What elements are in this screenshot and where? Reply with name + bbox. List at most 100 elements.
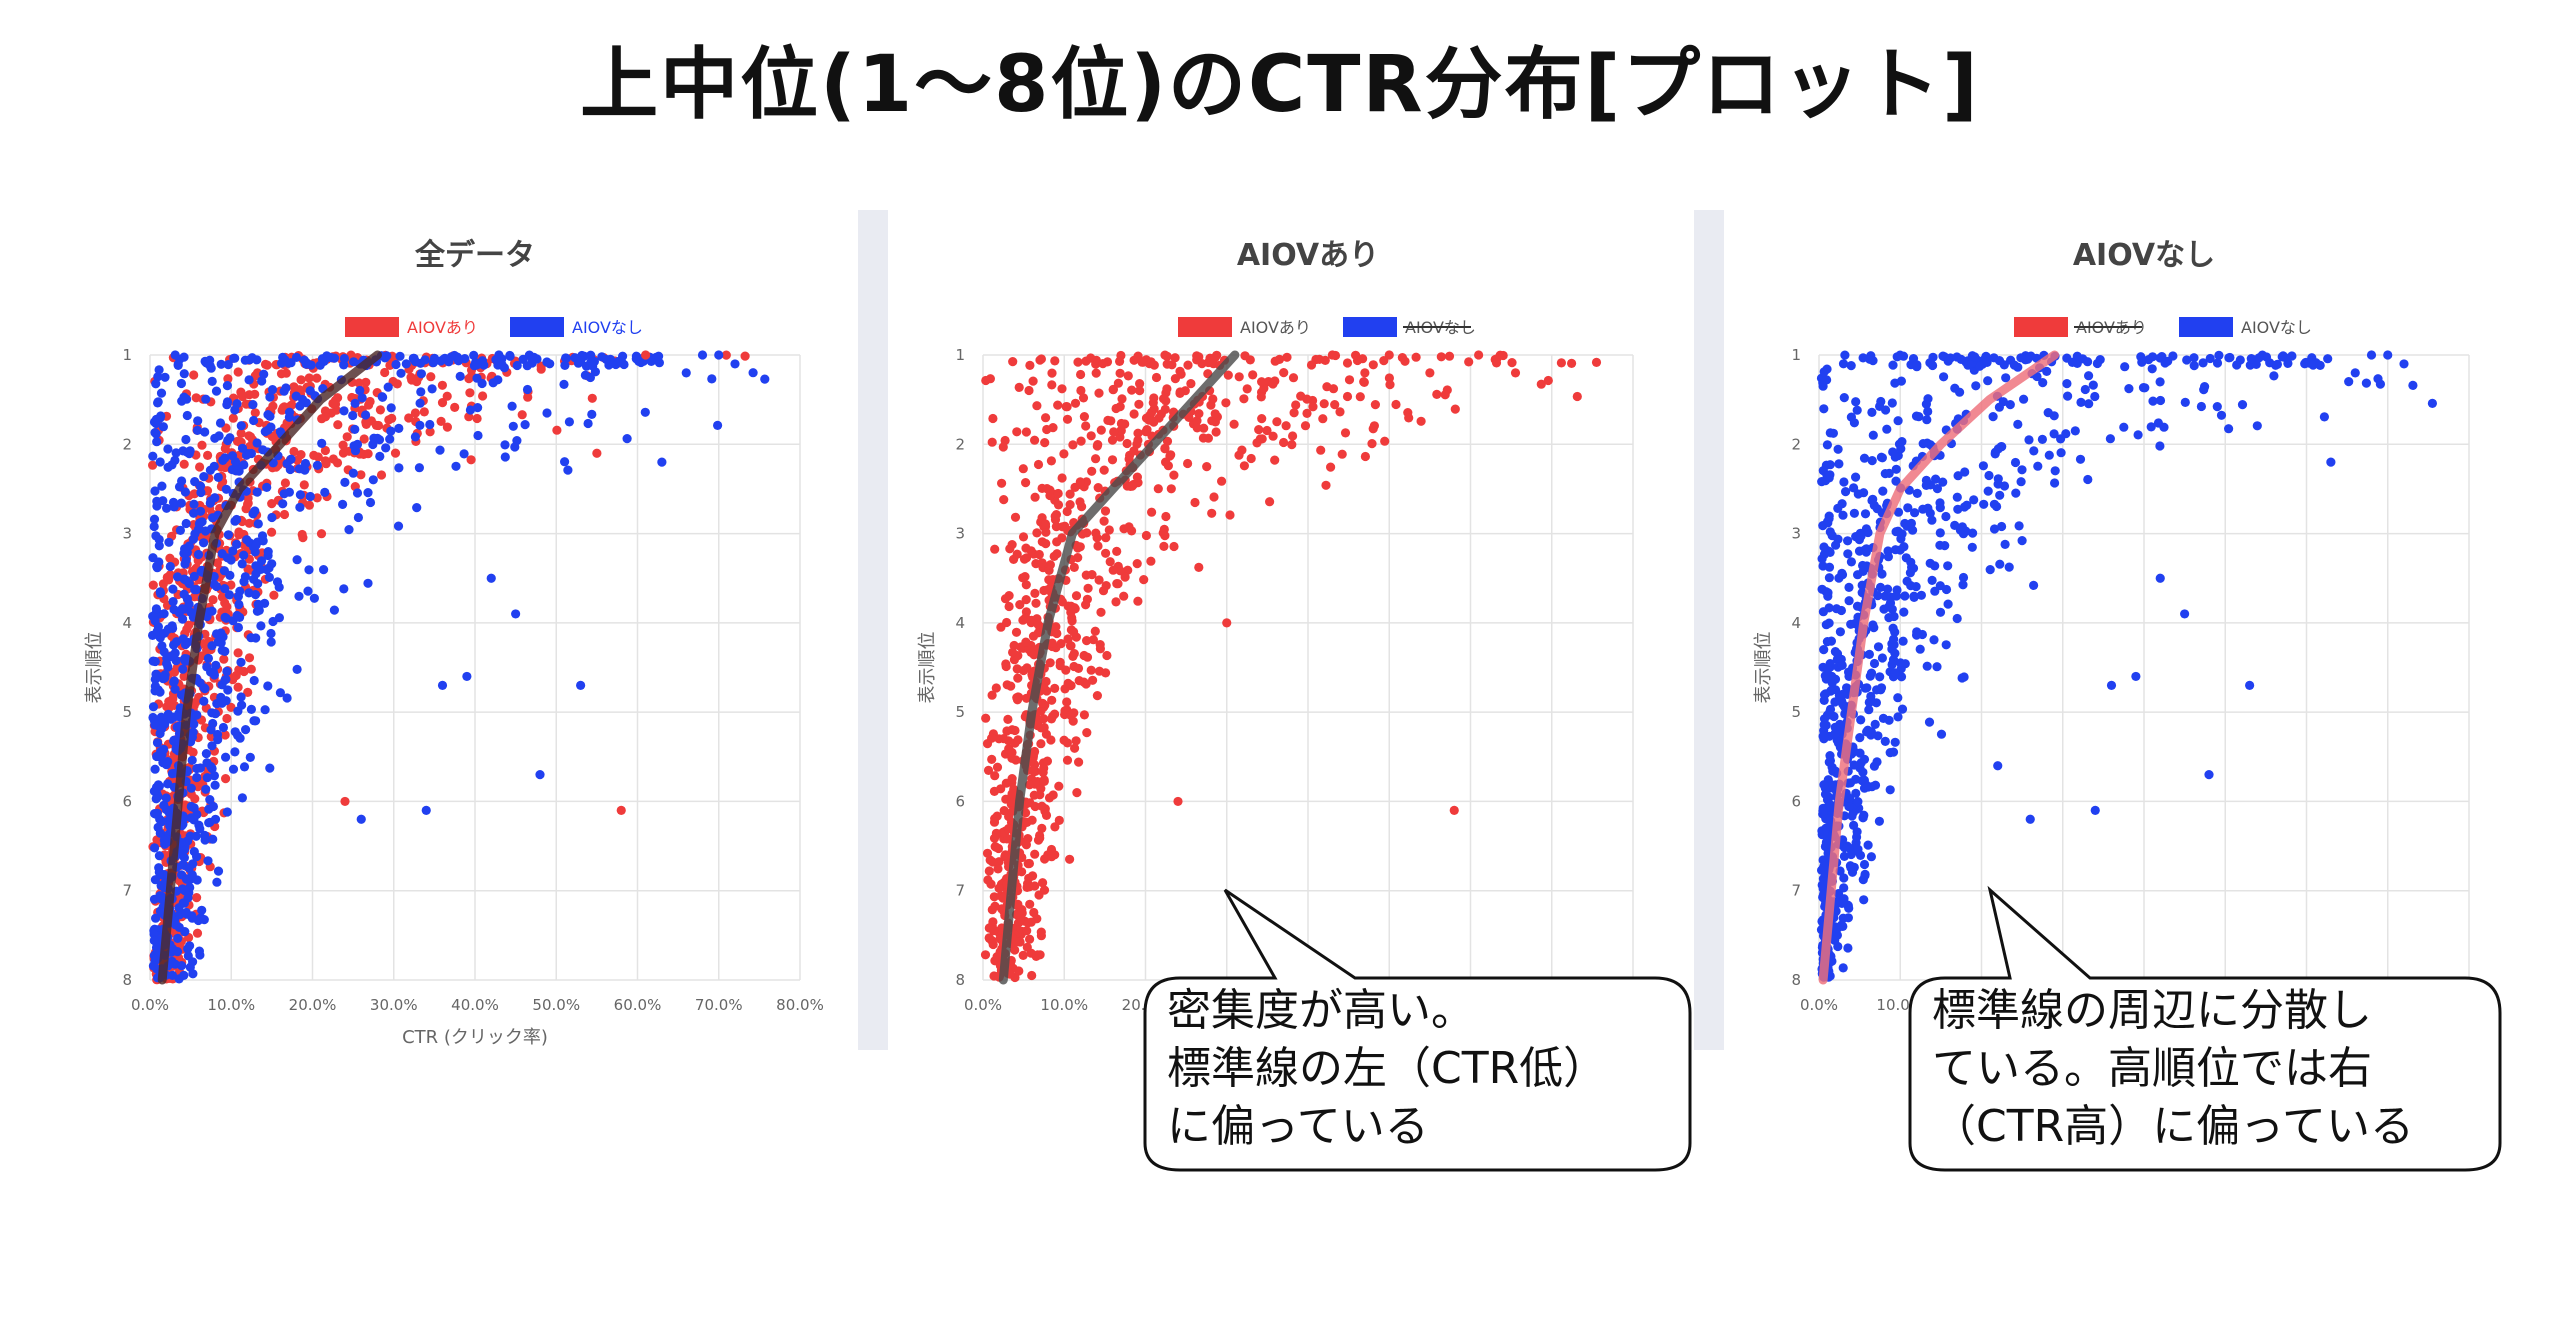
data-point (353, 512, 363, 523)
data-point (1846, 849, 1856, 860)
data-point (1846, 412, 1856, 422)
data-point (1908, 563, 1919, 573)
data-point (2088, 380, 2098, 390)
data-point (1001, 778, 1011, 788)
data-point (1887, 604, 1897, 614)
data-point (1989, 524, 2000, 534)
data-point (1869, 658, 1880, 669)
data-point (1925, 558, 1935, 568)
data-point (383, 382, 393, 392)
chart-title: 全データ (414, 238, 535, 273)
data-point (1041, 539, 1051, 549)
data-point (272, 577, 283, 587)
data-point (427, 384, 437, 394)
data-point (1183, 360, 1193, 370)
data-point (1076, 369, 1086, 380)
data-point (1819, 542, 1829, 552)
data-point (232, 514, 242, 525)
data-point (1115, 566, 1125, 576)
data-point (990, 544, 1000, 554)
data-point (1065, 500, 1075, 510)
data-point (1123, 565, 1133, 575)
data-point (222, 713, 232, 724)
data-point (1818, 806, 1828, 816)
data-point (1108, 565, 1118, 575)
data-point (1025, 899, 1035, 909)
data-point (1242, 384, 1252, 394)
data-point (2308, 360, 2318, 370)
data-point (412, 377, 422, 387)
data-point (1132, 472, 1142, 482)
data-point (1209, 492, 1219, 502)
data-point (1030, 435, 1040, 445)
data-point (2001, 373, 2011, 383)
data-point (1888, 447, 1898, 457)
data-point (2144, 355, 2154, 365)
data-point (195, 950, 205, 960)
data-point (1133, 596, 1143, 606)
data-point (173, 359, 183, 369)
data-point (410, 432, 420, 442)
data-point (329, 353, 340, 363)
data-point (1952, 613, 1962, 624)
data-point (1073, 357, 1083, 367)
data-point (155, 457, 165, 467)
data-point (1037, 801, 1047, 811)
data-point (176, 498, 186, 508)
data-point (505, 350, 515, 361)
data-point (1831, 540, 1841, 550)
data-point (1027, 815, 1037, 825)
data-point (165, 561, 175, 572)
data-point (260, 705, 270, 715)
data-point (178, 614, 188, 624)
data-point (267, 527, 277, 537)
data-point (1877, 453, 1887, 463)
data-point (1935, 607, 1946, 617)
data-point (1093, 483, 1103, 493)
data-point (1252, 438, 1262, 448)
data-point (1153, 484, 1163, 494)
data-point (245, 441, 255, 451)
data-point (1887, 659, 1897, 670)
data-point (1159, 524, 1169, 534)
data-point (517, 410, 527, 420)
scatter-chart-all-data: 全データ AIOVあり AIOVなし 0.0% 10.0% 20.0% 30.0% 40.0%… (84, 238, 824, 1048)
data-point (1967, 542, 1977, 552)
trend-line (157, 350, 382, 985)
data-point (1859, 895, 1869, 905)
data-point (1086, 431, 1096, 441)
data-point (1955, 525, 1965, 535)
data-point (560, 457, 570, 467)
data-point (1014, 382, 1024, 392)
data-point (1873, 642, 1884, 652)
data-point (512, 360, 522, 371)
data-point (1425, 368, 1435, 378)
data-point (363, 578, 373, 588)
data-point (1983, 486, 1993, 496)
data-point (414, 463, 424, 473)
data-point (267, 512, 277, 523)
data-point (267, 385, 278, 395)
data-point (200, 526, 211, 536)
data-point (250, 389, 260, 399)
data-point (1885, 785, 1895, 795)
data-point (161, 793, 171, 803)
data-point (2084, 399, 2094, 409)
data-point (1030, 881, 1040, 891)
data-point (2232, 360, 2242, 370)
data-point (1844, 671, 1854, 681)
data-point (1825, 470, 1835, 480)
data-point (1883, 584, 1893, 594)
data-point (1047, 638, 1057, 648)
data-point (205, 795, 215, 805)
data-point (248, 400, 258, 410)
data-point (451, 461, 461, 471)
data-point (1039, 714, 1049, 724)
data-point (2029, 580, 2039, 590)
data-point (247, 353, 257, 363)
data-point (2049, 429, 2059, 439)
data-point (1888, 623, 1898, 633)
data-point (657, 457, 667, 467)
data-point (154, 851, 164, 861)
data-point (583, 418, 593, 429)
